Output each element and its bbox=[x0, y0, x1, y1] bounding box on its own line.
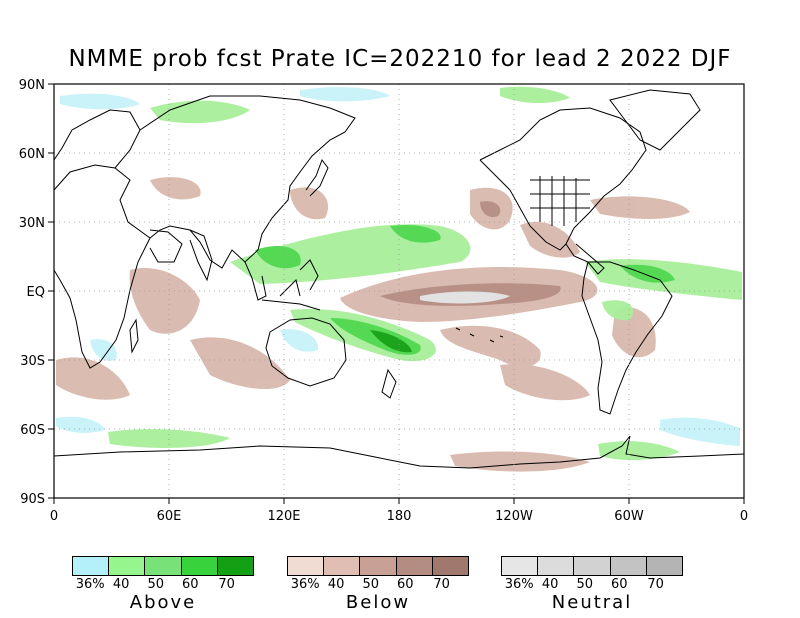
legend-swatch bbox=[181, 557, 218, 575]
legend-tick-label: 36% bbox=[504, 577, 534, 592]
legend-tick-label: 50 bbox=[576, 577, 593, 592]
y-tick-label: 60N bbox=[19, 147, 45, 162]
legend-swatch bbox=[217, 557, 254, 575]
legend-tick-label: 60 bbox=[611, 577, 628, 592]
x-tick-label: 120W bbox=[495, 509, 533, 524]
legend-neutral: 36% 40 50 60 70 Neutral bbox=[501, 556, 683, 616]
x-tick-label: 0 bbox=[50, 509, 58, 524]
legend-tick-label: 70 bbox=[433, 577, 450, 592]
legend-below: 36% 40 50 60 70 Below bbox=[287, 556, 469, 616]
above-shading-darkest bbox=[370, 330, 412, 353]
y-tick-label: 90N bbox=[19, 78, 45, 93]
y-tick-label: EQ bbox=[27, 285, 45, 300]
map-title: NMME prob fcst Prate IC=202210 for lead … bbox=[68, 46, 732, 72]
legend-neutral-colorbar bbox=[501, 556, 683, 576]
x-tick-label: 60E bbox=[157, 509, 182, 524]
x-tick-label: 60W bbox=[614, 509, 644, 524]
legend-tick-label: 60 bbox=[397, 577, 414, 592]
legend-tick-label: 40 bbox=[112, 577, 130, 592]
legend-tick-label: 40 bbox=[541, 577, 559, 592]
legend-above-colorbar bbox=[72, 556, 254, 576]
legend-tick-label: 36% bbox=[75, 577, 105, 592]
legend-swatch bbox=[288, 557, 325, 575]
above-light-shading bbox=[56, 87, 740, 446]
y-tick-label: 60S bbox=[20, 423, 45, 438]
legend-swatch bbox=[538, 557, 575, 575]
x-tick-label: 0 bbox=[740, 509, 748, 524]
legend-tick-label: 60 bbox=[182, 577, 199, 592]
legend-swatch bbox=[610, 557, 647, 575]
legend-tick-label: 50 bbox=[362, 577, 379, 592]
x-tick-label: 120E bbox=[267, 509, 300, 524]
legend-below-colorbar bbox=[287, 556, 469, 576]
y-tick-label: 30N bbox=[19, 216, 45, 231]
legend-swatch bbox=[432, 557, 469, 575]
legend-caption: Below bbox=[345, 592, 411, 613]
legend-swatch bbox=[324, 557, 361, 575]
y-tick-label: 90S bbox=[20, 492, 45, 507]
legend-swatch bbox=[73, 557, 110, 575]
legend-swatch bbox=[574, 557, 611, 575]
legend-tick-label: 70 bbox=[218, 577, 235, 592]
graticule bbox=[54, 84, 744, 498]
coastlines bbox=[53, 89, 745, 469]
x-tick-label: 180 bbox=[387, 509, 412, 524]
legend-caption: Above bbox=[129, 592, 197, 613]
legend-swatch bbox=[502, 557, 539, 575]
legend-tick-label: 50 bbox=[147, 577, 164, 592]
legend-swatch bbox=[396, 557, 433, 575]
legend-swatch bbox=[145, 557, 182, 575]
legend-caption: Neutral bbox=[551, 592, 633, 613]
legend-tick-label: 70 bbox=[647, 577, 664, 592]
legend-tick-label: 40 bbox=[327, 577, 345, 592]
neutral-shading bbox=[420, 291, 510, 304]
y-tick-label: 30S bbox=[20, 354, 45, 369]
legend-swatch bbox=[360, 557, 397, 575]
legend-above: 36% 40 50 60 70 Above bbox=[72, 556, 254, 616]
legend-swatch bbox=[646, 557, 683, 575]
legend-swatch bbox=[109, 557, 146, 575]
legend-tick-label: 36% bbox=[290, 577, 320, 592]
